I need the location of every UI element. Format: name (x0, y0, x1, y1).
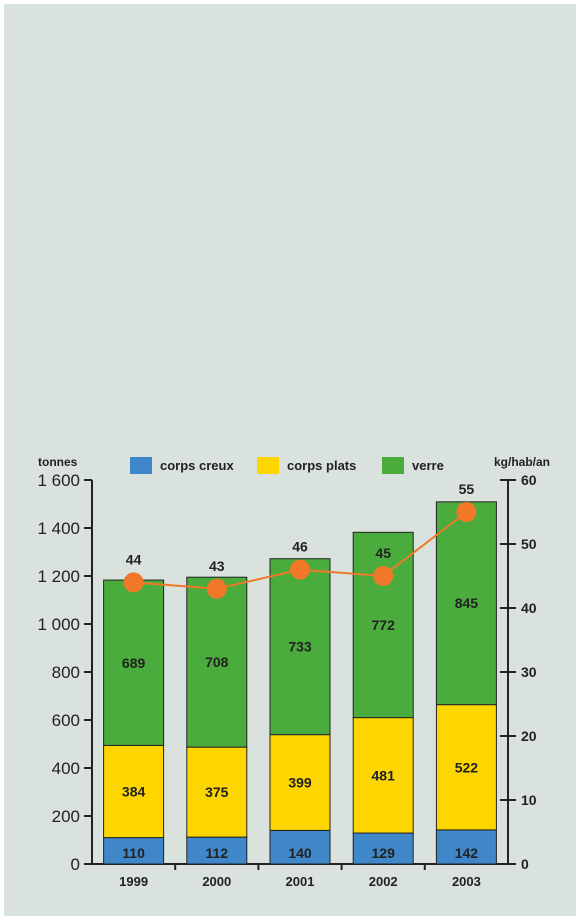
x-category-label: 2001 (286, 874, 315, 889)
legend-label: verre (412, 458, 444, 473)
y-axis-right-label: kg/hab/an (494, 455, 550, 469)
x-category-label: 2000 (202, 874, 231, 889)
bar-segment (269, 829, 331, 865)
line-point (123, 572, 144, 593)
line-point-label: 46 (292, 539, 308, 555)
segment-value-label: 733 (288, 639, 312, 655)
y-axis-left-label: tonnes (38, 455, 78, 469)
segment-value-label: 110 (122, 845, 145, 861)
axes: 0 200 400 600 800 1 000 1 200 1 400 1 600 0 10 20 30… (37, 471, 536, 874)
legend-swatch (382, 457, 404, 474)
y-right-tick-label: 0 (521, 856, 529, 872)
bar-segment (103, 579, 165, 746)
bar-segment (103, 744, 165, 839)
segment-value-label: 689 (122, 655, 146, 671)
y-right-tick-label: 50 (521, 536, 537, 552)
bar-segment (269, 734, 331, 831)
segment-value-label: 522 (455, 759, 479, 775)
line-point-label: 44 (126, 551, 142, 567)
y-right-tick-label: 20 (521, 728, 537, 744)
segment-value-label: 845 (455, 595, 479, 611)
segment-value-label: 708 (205, 654, 229, 670)
line-point-label: 45 (375, 545, 391, 561)
y-left-tick-label: 1 000 (37, 615, 80, 634)
legend: corps creux corps plats verre (130, 457, 444, 474)
segment-value-label: 384 (122, 784, 146, 800)
segment-value-label: 772 (372, 617, 396, 633)
per-capita-line: 44 43 46 45 55 (123, 481, 477, 599)
segment-value-label: 112 (206, 845, 229, 861)
segment-value-label: 375 (205, 784, 229, 800)
line-point-label: 55 (459, 481, 475, 497)
x-category-label: 1999 (119, 874, 148, 889)
segment-value-label: 399 (288, 775, 312, 791)
y-left-tick-label: 1 600 (37, 471, 80, 490)
x-category-label: 2002 (369, 874, 398, 889)
segment-value-label: 129 (372, 845, 396, 861)
bar-segment (352, 531, 414, 719)
bar-segment (352, 717, 414, 834)
bar-segment (186, 576, 248, 748)
line-point (206, 578, 227, 599)
bar-segment (352, 832, 414, 865)
line-point (456, 502, 477, 522)
bar-segment (103, 837, 165, 865)
bar-segment (435, 501, 497, 706)
y-left-tick-label: 1 200 (37, 567, 80, 586)
line-point (290, 559, 310, 580)
legend-label: corps creux (160, 458, 234, 473)
segment-value-label: 481 (372, 767, 396, 783)
x-category-label: 2003 (452, 874, 481, 889)
y-left-tick-label: 200 (52, 807, 80, 826)
bar-segment (435, 829, 497, 865)
y-left-tick-label: 800 (52, 663, 80, 682)
legend-swatch (130, 457, 152, 474)
y-left-tick-label: 400 (52, 759, 80, 778)
y-right-tick-label: 60 (521, 472, 537, 488)
stacked-bar-chart: corps creux corps plats verre tonnes kg/ha… (37, 455, 550, 889)
legend-swatch (257, 457, 279, 474)
y-right-tick-label: 10 (521, 792, 537, 808)
bar-segment (186, 836, 248, 865)
bar-segment (269, 558, 331, 736)
y-right-tick-label: 30 (521, 664, 537, 680)
y-right-tick-label: 40 (521, 600, 537, 616)
segment-value-label: 140 (288, 845, 312, 861)
y-left-tick-label: 600 (52, 711, 80, 730)
line-point (373, 566, 394, 586)
legend-label: corps plats (287, 458, 356, 473)
bar-segment (186, 746, 248, 838)
y-left-tick-label: 0 (71, 855, 80, 874)
segment-value-label: 142 (455, 845, 479, 861)
line-point-label: 43 (209, 558, 225, 574)
chart-panel: corps creux corps plats verre tonnes kg/ha… (4, 4, 576, 916)
bars: 110 384 689 1999 112 375 708 2000 140 399 733 2001 1… (103, 501, 497, 889)
y-left-tick-label: 1 400 (37, 519, 80, 538)
bar-segment (435, 704, 497, 831)
